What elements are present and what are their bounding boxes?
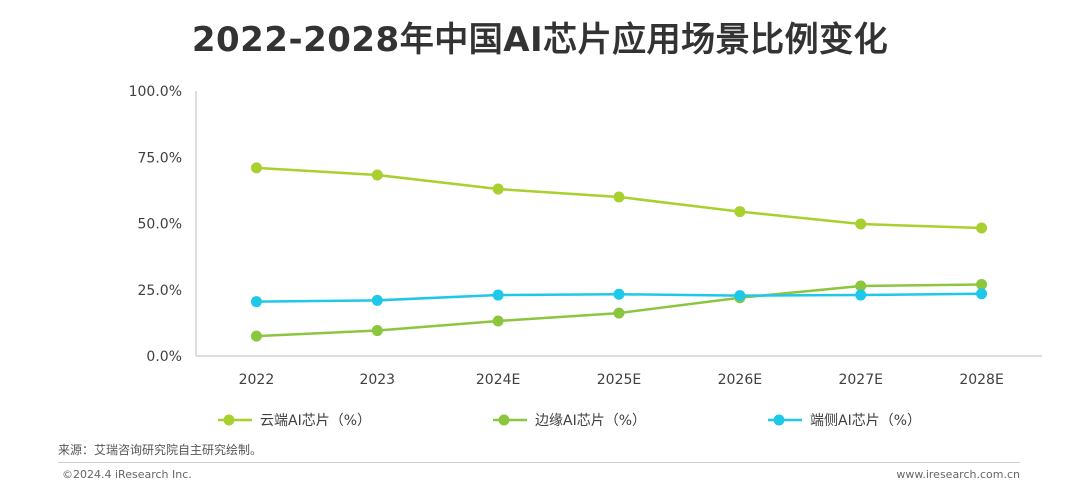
line-chart: 0.0% 25.0% 50.0% 75.0% 100.0% 2022 2023 2024E 20… xyxy=(129,84,1042,429)
legend-marker xyxy=(223,414,235,426)
data-point xyxy=(492,315,504,327)
x-tick-label: 2023 xyxy=(359,372,395,388)
legend-marker xyxy=(773,414,785,426)
website-text: www.iresearch.com.cn xyxy=(896,468,1020,481)
data-point xyxy=(976,278,988,290)
x-tick-label: 2027E xyxy=(838,372,882,388)
x-tick-label: 2025E xyxy=(597,372,641,388)
data-point xyxy=(855,289,867,301)
data-point xyxy=(371,294,383,306)
x-tick-label: 2024E xyxy=(476,372,520,388)
data-point xyxy=(613,288,625,300)
data-point xyxy=(492,289,504,301)
data-point xyxy=(250,330,262,342)
y-tick-label: 100.0% xyxy=(129,84,182,100)
y-tick-label: 50.0% xyxy=(138,217,182,233)
y-tick-label: 0.0% xyxy=(146,349,182,365)
x-tick-label: 2028E xyxy=(959,372,1003,388)
legend-label: 端侧AI芯片（%） xyxy=(810,413,921,429)
data-point xyxy=(250,162,262,174)
source-note: 来源：艾瑞咨询研究院自主研究绘制。 xyxy=(58,443,263,457)
data-point xyxy=(492,183,504,195)
data-point xyxy=(613,191,625,203)
x-tick-label: 2026E xyxy=(718,372,762,388)
chart-title: 2022-2028年中国AI芯片应用场景比例变化 xyxy=(191,20,889,60)
data-point xyxy=(734,206,746,218)
y-tick-label: 25.0% xyxy=(138,283,182,299)
legend-marker xyxy=(498,414,510,426)
data-point xyxy=(976,222,988,234)
y-tick-label: 75.0% xyxy=(138,150,182,166)
data-point xyxy=(734,290,746,302)
legend-label: 云端AI芯片（%） xyxy=(260,413,371,429)
x-tick-label: 2022 xyxy=(239,372,275,388)
data-point xyxy=(371,169,383,181)
legend-label: 边缘AI芯片（%） xyxy=(535,413,646,429)
data-point xyxy=(855,280,867,292)
data-point xyxy=(855,218,867,230)
footer-divider xyxy=(58,462,1020,463)
data-point xyxy=(250,296,262,308)
data-point xyxy=(976,288,988,300)
data-point xyxy=(371,325,383,337)
copyright-text: ©2024.4 iResearch Inc. xyxy=(62,468,192,481)
data-point xyxy=(613,307,625,319)
